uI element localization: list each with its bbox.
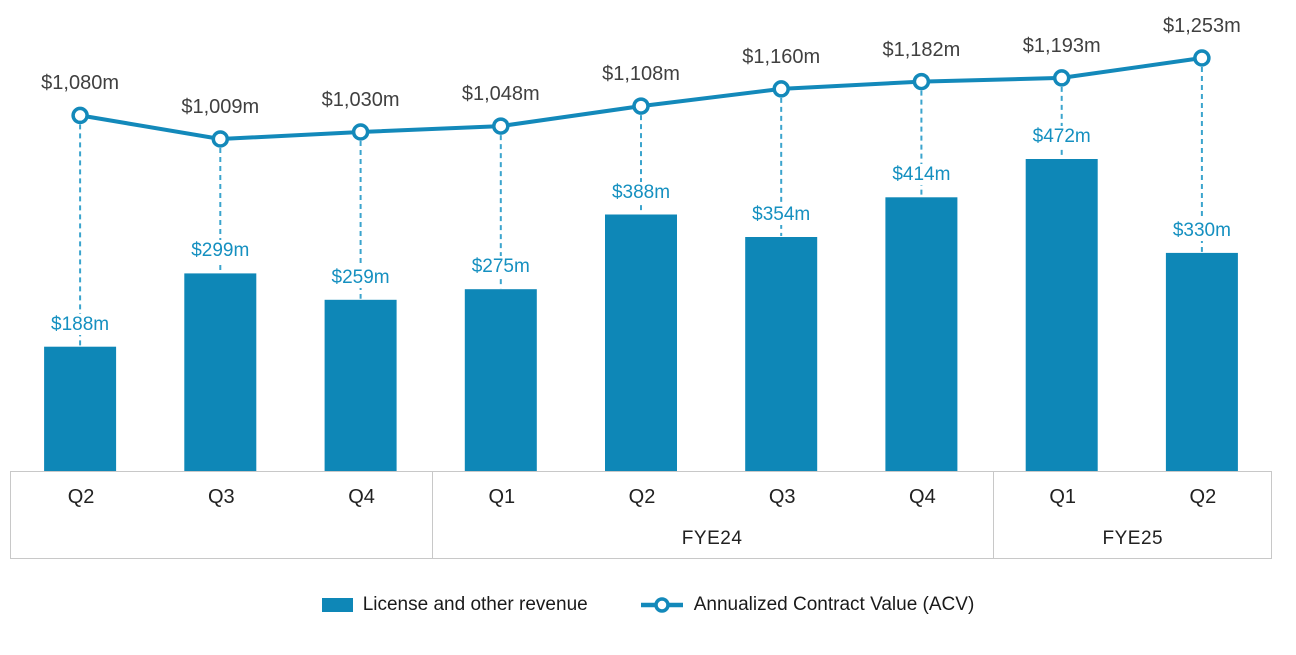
acv-marker — [632, 97, 650, 115]
bar-value-label: $388m — [571, 181, 711, 204]
x-axis-group-divider — [431, 472, 433, 558]
acv-value-label: $1,030m — [321, 89, 400, 111]
x-axis: Q2 Q3 Q4 Q1 Q2 Q3 Q4 Q1 Q2 FYE24 FYE25 — [10, 471, 1272, 559]
bar-series-swatch — [321, 598, 353, 612]
acv-value-label: $1,009m — [181, 96, 260, 118]
plot-area — [44, 49, 1238, 472]
acv-value-label: $1,182m — [882, 38, 961, 61]
x-axis-category: Q3 — [768, 486, 796, 508]
legend: License and other revenue Annualized Con… — [0, 594, 1296, 616]
bar — [885, 197, 958, 472]
bar-value-label: $259m — [291, 266, 431, 289]
bar — [184, 273, 257, 471]
bar-value-label: $414m — [851, 164, 991, 186]
acv-marker — [211, 130, 230, 148]
acv-value-label: $1,108m — [602, 63, 680, 86]
legend-item-acv: Annualized Contract Value (ACV) — [640, 594, 975, 616]
acv-marker — [1052, 69, 1071, 87]
x-axis-category: Q1 — [488, 486, 516, 508]
acv-marker — [351, 123, 370, 141]
acv-marker — [912, 72, 931, 91]
acv-value-label: $1,160m — [742, 45, 821, 68]
line-series-swatch — [640, 597, 683, 613]
acv-value-label: $1,253m — [1162, 15, 1241, 37]
bar-value-label: $330m — [1132, 219, 1272, 242]
x-axis-group-divider — [992, 472, 994, 558]
bar — [1025, 159, 1098, 471]
x-axis-category: Q2 — [67, 486, 95, 508]
bar — [324, 299, 397, 471]
bar — [1165, 252, 1238, 471]
acv-value-label: $1,048m — [461, 83, 540, 106]
x-axis-category: Q4 — [348, 486, 375, 508]
acv-marker — [492, 117, 510, 135]
acv-marker — [71, 106, 89, 125]
x-axis-group-label: FYE25 — [1102, 528, 1164, 549]
bar — [745, 237, 818, 471]
x-axis-category: Q4 — [909, 486, 936, 508]
bar-value-label: $472m — [992, 126, 1132, 148]
x-axis-category: Q1 — [1049, 486, 1077, 508]
acv-value-label: $1,080m — [41, 72, 120, 95]
x-axis-category: Q2 — [1189, 486, 1217, 508]
bar-value-label: $354m — [711, 204, 851, 226]
legend-label-license-revenue: License and other revenue — [362, 594, 588, 615]
x-axis-group-label: FYE24 — [681, 528, 743, 549]
bar-value-label: $275m — [431, 256, 571, 278]
bar-value-label: $299m — [150, 240, 290, 262]
legend-label-acv: Annualized Contract Value (ACV) — [693, 594, 975, 615]
x-axis-category: Q2 — [628, 486, 656, 508]
bar — [605, 214, 677, 471]
bar — [44, 346, 117, 471]
acv-marker — [1193, 49, 1211, 67]
acv-value-label: $1,193m — [1022, 34, 1101, 57]
bar-value-label: $188m — [10, 313, 150, 336]
acv-marker — [772, 80, 790, 98]
legend-item-license-revenue: License and other revenue — [321, 594, 588, 616]
x-axis-category: Q3 — [207, 486, 235, 508]
bar — [464, 289, 537, 471]
